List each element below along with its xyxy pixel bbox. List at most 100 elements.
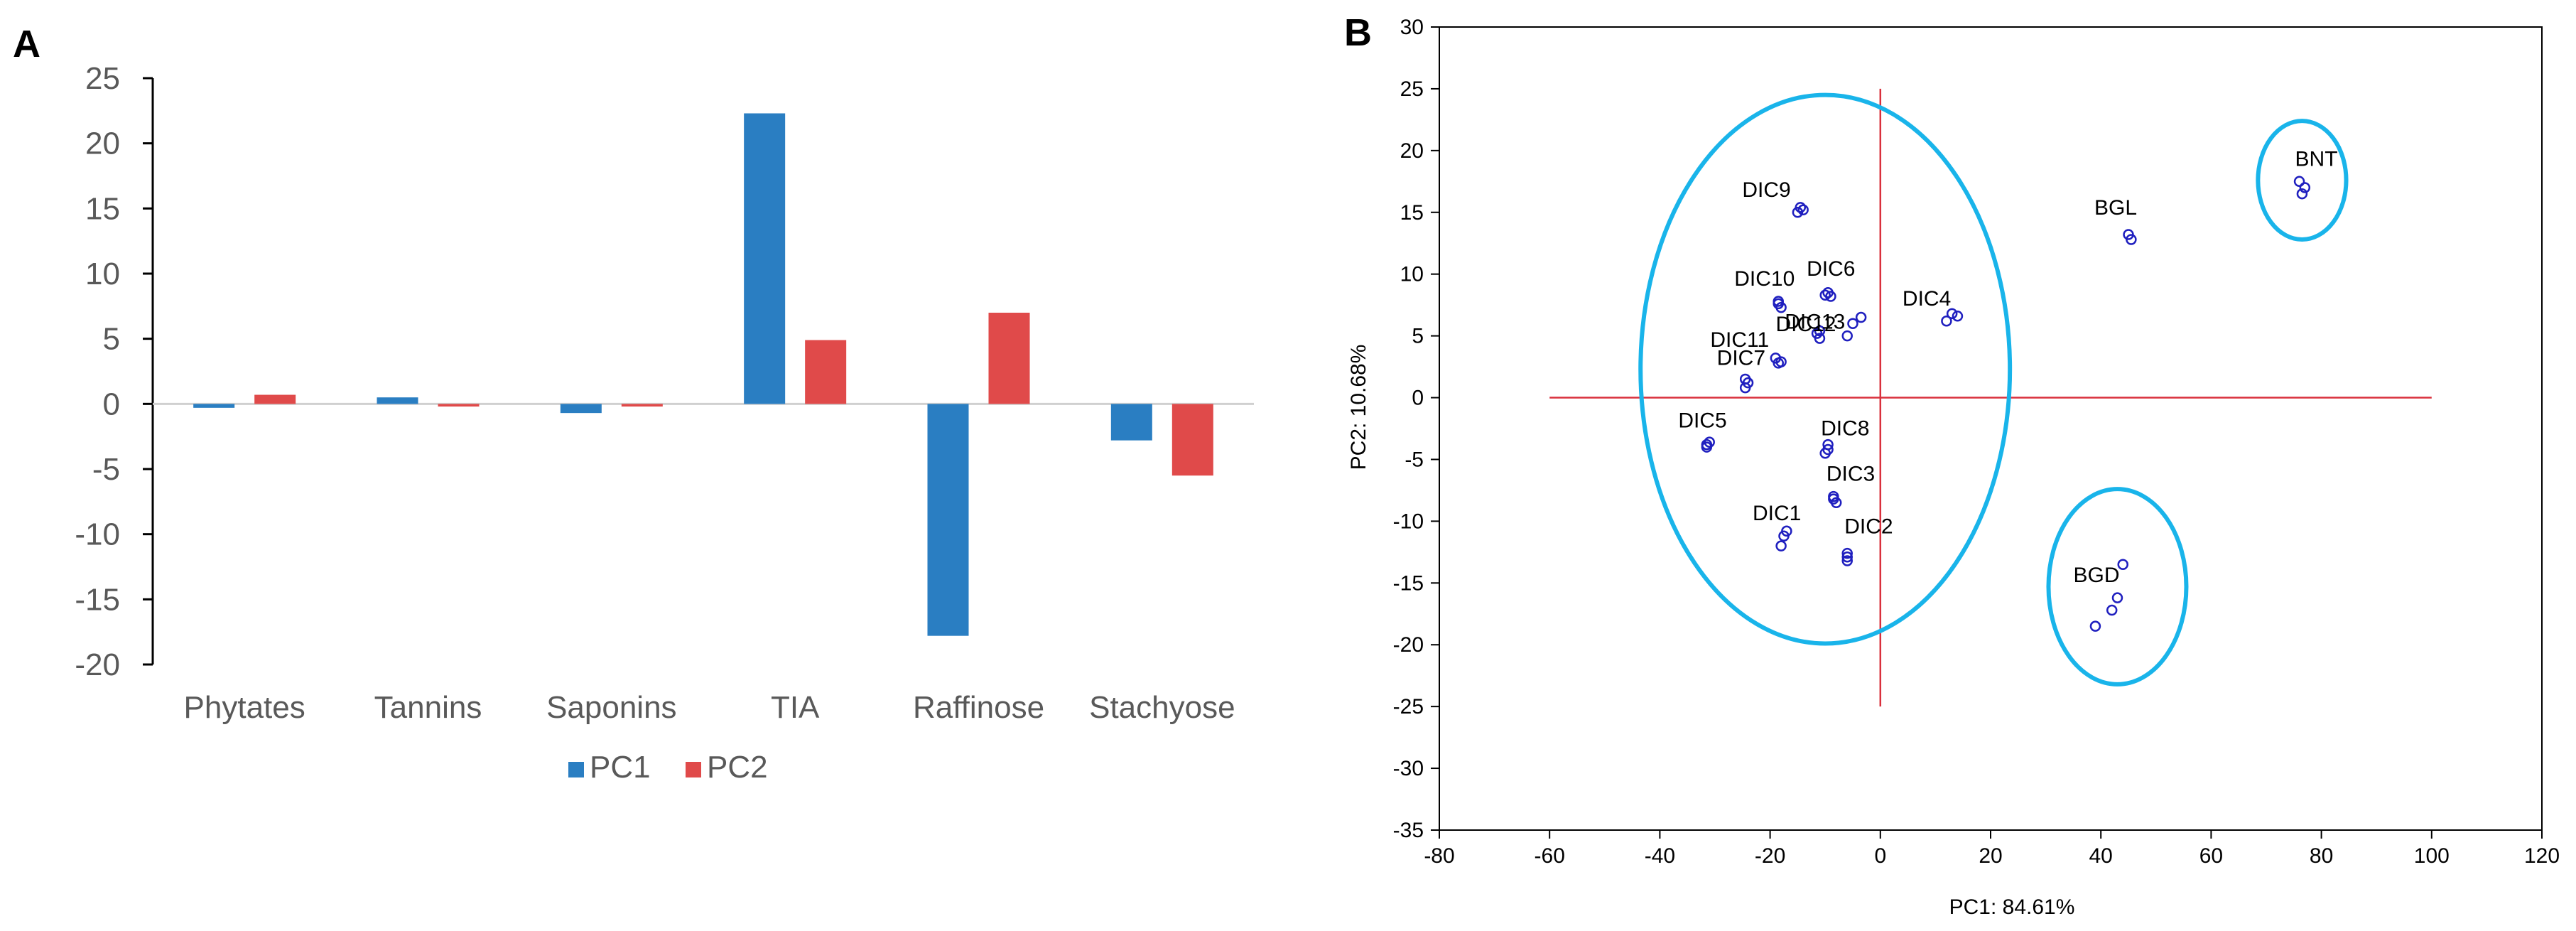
- point-label-dic10: DIC10: [1734, 267, 1795, 291]
- point-label-dic7: DIC7: [1717, 346, 1765, 370]
- y-tick-label: -15: [75, 582, 120, 617]
- category-label: Phytates: [184, 690, 305, 725]
- point-dic12: [1814, 325, 1826, 337]
- plot-border: [1439, 26, 2543, 831]
- point-dic1: [1781, 525, 1792, 537]
- point-bgl: [2126, 234, 2137, 245]
- y-tick-label: -10: [1393, 510, 1424, 533]
- y-tick-label: 15: [1400, 201, 1424, 225]
- point-label-dic4: DIC4: [1903, 287, 1951, 311]
- y-tick-label: 30: [1400, 16, 1424, 39]
- x-tick-label: 20: [1979, 844, 2002, 868]
- point-dic2: [1841, 555, 1853, 566]
- point-label-dic13: DIC13: [1785, 311, 1845, 334]
- scatter-axis-labels: PC1: 84.61% PC2: 10.68%: [1347, 345, 2074, 919]
- scatter-cluster-ellipses: [1638, 92, 2349, 687]
- legend-swatch-pc1: [568, 762, 584, 777]
- y-tick-label: -20: [75, 647, 120, 682]
- x-tick-label: -40: [1645, 844, 1675, 868]
- point-dic2: [1841, 547, 1853, 559]
- bar-pc1-phytates: [193, 404, 235, 408]
- bar-chart-legend: PC1 PC2: [568, 750, 768, 785]
- y-axis-title: PC2: 10.68%: [1347, 345, 1370, 470]
- point-dic6: [1825, 291, 1836, 302]
- point-label-dic3: DIC3: [1827, 463, 1875, 486]
- point-dic6: [1819, 289, 1831, 301]
- x-tick-label: 60: [2199, 844, 2223, 868]
- category-label: Stachyose: [1089, 690, 1235, 725]
- cluster-ellipse-2: [2256, 119, 2349, 242]
- y-tick-label: -5: [1405, 448, 1424, 471]
- bar-chart-axes: [151, 78, 1254, 664]
- bar-pc1-tia: [744, 113, 786, 404]
- cluster-ellipse-1: [1638, 92, 2013, 646]
- scatter-chart-panel: B BNTBGLBGDDIC9DIC6DIC10DIC4DIC12DIC13DI…: [1344, 11, 2560, 919]
- y-tick-label: 20: [85, 127, 120, 161]
- panel-label-a: A: [13, 23, 40, 65]
- point-dic13: [1847, 318, 1858, 329]
- point-dic5: [1701, 441, 1713, 453]
- point-label-dic5: DIC5: [1678, 409, 1726, 433]
- y-tick-label: -15: [1393, 571, 1424, 595]
- point-bgd: [2089, 620, 2101, 632]
- point-label-bgd: BGD: [2073, 564, 2119, 587]
- y-tick-label: 0: [103, 387, 120, 421]
- point-dic2: [1841, 551, 1853, 563]
- y-tick-label: -5: [92, 452, 120, 487]
- point-bnt: [2293, 176, 2305, 188]
- bar-chart-categories: Phytates Tannins Saponins TIA Raffinose Stach…: [184, 690, 1235, 725]
- y-tick-label: -30: [1393, 757, 1424, 780]
- y-tick-label: 10: [85, 257, 120, 291]
- y-tick-label: -35: [1393, 819, 1424, 842]
- point-label-dic12: DIC12: [1775, 313, 1836, 336]
- legend-label-pc2: PC2: [707, 750, 768, 785]
- x-tick-label: 100: [2414, 844, 2450, 868]
- scatter-reference-lines: [1549, 88, 2432, 707]
- bar-pc1-tannins: [377, 397, 418, 404]
- y-tick-label: 25: [85, 61, 120, 96]
- y-tick-label: 15: [85, 191, 120, 226]
- point-label-dic2: DIC2: [1844, 515, 1893, 539]
- x-tick-label: -80: [1424, 844, 1454, 868]
- point-dic4: [1941, 316, 1952, 327]
- y-tick-label: 5: [1412, 325, 1424, 348]
- y-tick-label: 10: [1400, 263, 1424, 286]
- category-label: TIA: [771, 690, 820, 725]
- point-dic13: [1855, 311, 1867, 323]
- bar-pc2-stachyose: [1171, 404, 1213, 476]
- y-tick-label: 25: [1400, 77, 1424, 101]
- x-tick-label: 0: [1874, 844, 1886, 868]
- point-label-bnt: BNT: [2295, 147, 2338, 171]
- point-bnt: [2296, 188, 2308, 200]
- bar-pc2-tia: [805, 340, 847, 404]
- point-dic9: [1795, 202, 1807, 213]
- point-dic4: [1952, 311, 1964, 322]
- bar-pc2-phytates: [254, 394, 296, 404]
- bar-chart-panel: A 25 20 15 10 5 0 -5 -10 -15 -20 Phytates Tannins S…: [13, 23, 1254, 785]
- point-bgl: [2117, 559, 2128, 570]
- legend-swatch-pc2: [686, 762, 701, 777]
- y-tick-label: 20: [1400, 139, 1424, 163]
- scatter-plot-frame: [1439, 26, 2543, 831]
- point-bgd: [2106, 604, 2118, 616]
- y-tick-label: -20: [1393, 633, 1424, 657]
- point-label-dic11: DIC11: [1710, 328, 1769, 352]
- category-label: Tannins: [374, 690, 482, 725]
- x-tick-label: -20: [1755, 844, 1785, 868]
- y-tick-label: 0: [1412, 387, 1424, 410]
- bar-pc2-saponins: [621, 404, 663, 407]
- bar-pc1-stachyose: [1110, 404, 1152, 441]
- point-dic3: [1828, 493, 1839, 505]
- scatter-points: [1701, 176, 2311, 632]
- category-label: Raffinose: [913, 690, 1044, 725]
- x-tick-label: -60: [1535, 844, 1565, 868]
- cluster-ellipse-3: [2046, 487, 2189, 687]
- bar-pc1-raffinose: [927, 404, 969, 636]
- bar-chart-bars: [193, 113, 1213, 636]
- point-label-dic1: DIC1: [1753, 502, 1801, 525]
- x-axis-title: PC1: 84.61%: [1949, 895, 2075, 919]
- point-bgd: [2111, 592, 2123, 603]
- x-tick-label: 80: [2310, 844, 2333, 868]
